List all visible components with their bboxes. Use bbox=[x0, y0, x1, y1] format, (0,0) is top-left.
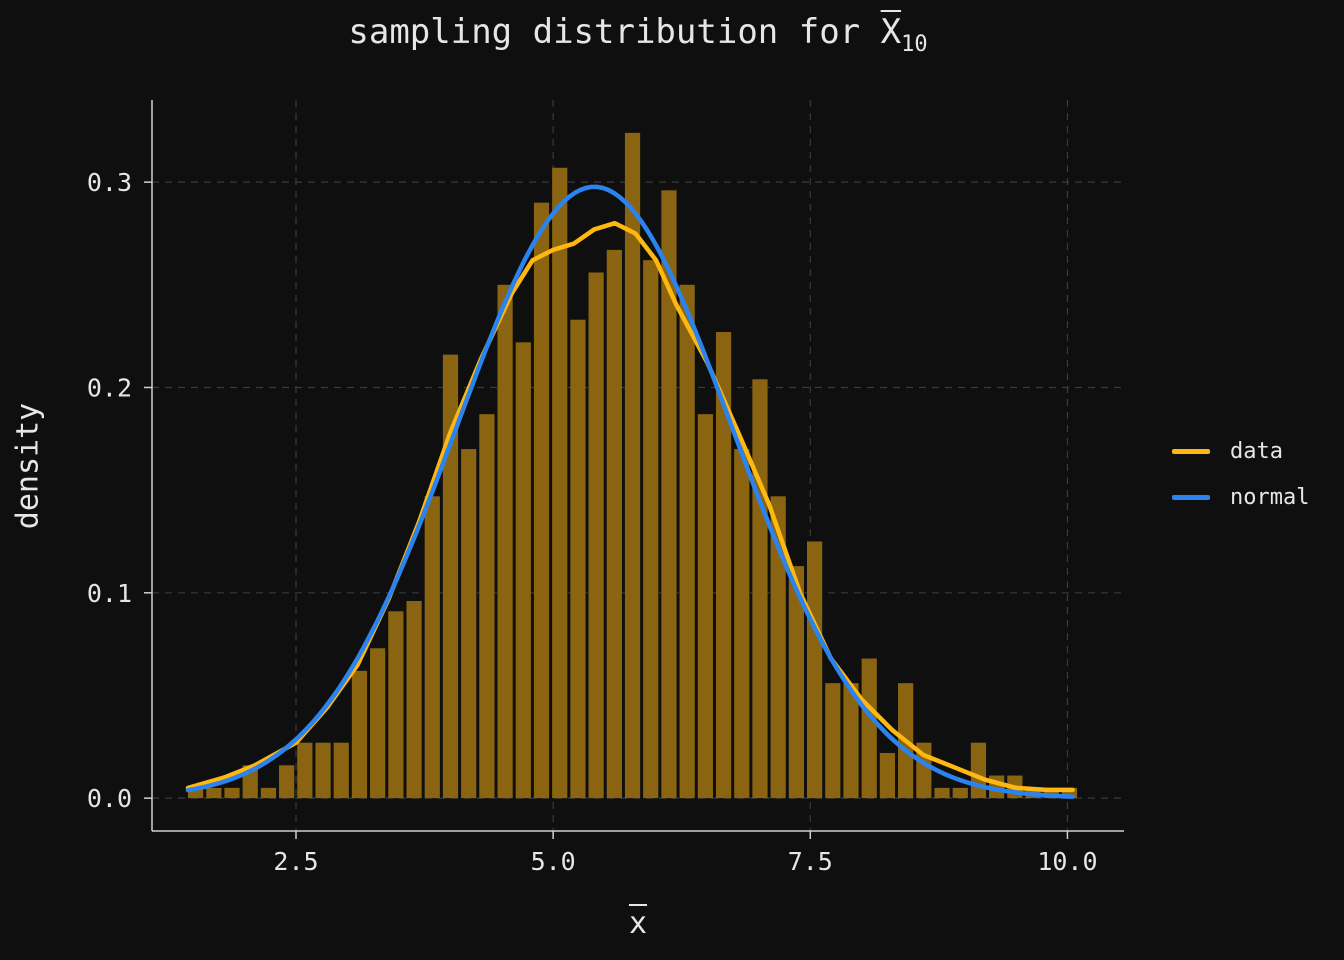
histogram-bar bbox=[224, 787, 240, 799]
histogram-bar bbox=[606, 249, 622, 799]
histogram-bar bbox=[697, 414, 713, 799]
histogram-bar bbox=[406, 601, 422, 799]
y-axis-label: density bbox=[10, 402, 46, 530]
histogram-bar bbox=[970, 742, 987, 799]
x-axis-label-text: x bbox=[628, 906, 648, 941]
legend-label-normal: normal bbox=[1230, 484, 1310, 510]
y-tick-label: 0.2 bbox=[87, 373, 132, 402]
legend-label-data: data bbox=[1230, 438, 1283, 464]
x-tick-label: 2.5 bbox=[273, 847, 318, 876]
histogram-bar bbox=[952, 787, 968, 799]
x-tick-label: 10.0 bbox=[1037, 847, 1097, 876]
histogram-bar bbox=[442, 354, 459, 799]
x-axis-label: x bbox=[0, 906, 1276, 941]
histogram-bar bbox=[570, 319, 586, 799]
histogram-bar bbox=[934, 787, 950, 799]
chart-title-symbol: X bbox=[880, 12, 902, 52]
histogram-bar bbox=[715, 332, 732, 799]
histogram-bar bbox=[479, 414, 495, 799]
legend-item-normal: normal bbox=[1172, 474, 1309, 520]
histogram-bar bbox=[588, 272, 604, 799]
legend-swatch-normal bbox=[1172, 494, 1210, 500]
series-line-normal bbox=[185, 184, 1075, 799]
x-tick-label: 7.5 bbox=[788, 847, 833, 876]
histogram-bar bbox=[351, 670, 368, 799]
histogram-bar bbox=[206, 787, 222, 799]
legend-item-data: data bbox=[1172, 428, 1309, 474]
histogram-bar bbox=[260, 787, 277, 799]
histogram-bar bbox=[624, 132, 641, 799]
histogram-bar bbox=[297, 742, 313, 799]
y-tick-label: 0.1 bbox=[87, 579, 132, 608]
histogram-bar bbox=[461, 449, 477, 799]
histogram-bar bbox=[679, 284, 695, 799]
histogram-bar bbox=[843, 683, 859, 799]
chart-title-prefix: sampling distribution for bbox=[348, 12, 881, 52]
histogram-bar bbox=[497, 284, 513, 799]
histogram-bar bbox=[424, 496, 440, 799]
legend: data normal bbox=[1172, 428, 1309, 520]
histogram-bar bbox=[861, 658, 877, 799]
histogram-bar bbox=[825, 683, 841, 799]
histogram-bar bbox=[806, 541, 823, 799]
histogram-bar bbox=[734, 449, 750, 799]
histogram-bar bbox=[279, 765, 295, 799]
histogram-bar bbox=[333, 742, 349, 799]
legend-swatch-data bbox=[1172, 448, 1210, 454]
chart-title-subscript: 10 bbox=[901, 32, 928, 57]
histogram-bar bbox=[515, 342, 531, 799]
series-line-data bbox=[185, 220, 1075, 793]
histogram-bar bbox=[788, 566, 804, 799]
histogram-bar bbox=[533, 202, 550, 799]
chart-title: sampling distribution for X10 bbox=[0, 12, 1276, 57]
histogram-bar bbox=[1043, 787, 1059, 799]
histogram-bar bbox=[879, 752, 896, 799]
histogram-bar bbox=[370, 648, 386, 799]
histogram-bar bbox=[643, 260, 659, 799]
y-tick-label: 0.3 bbox=[87, 168, 132, 197]
histogram-bar bbox=[315, 742, 331, 799]
histogram-bar bbox=[661, 190, 677, 799]
histogram-bar bbox=[388, 611, 404, 799]
histogram-bar bbox=[752, 379, 768, 799]
histogram-bar bbox=[188, 787, 204, 799]
histogram-bar bbox=[552, 167, 568, 799]
x-tick-label: 5.0 bbox=[531, 847, 576, 876]
histogram-bar bbox=[770, 496, 786, 799]
histogram-bar bbox=[1061, 787, 1078, 799]
y-tick-label: 0.0 bbox=[87, 784, 132, 813]
